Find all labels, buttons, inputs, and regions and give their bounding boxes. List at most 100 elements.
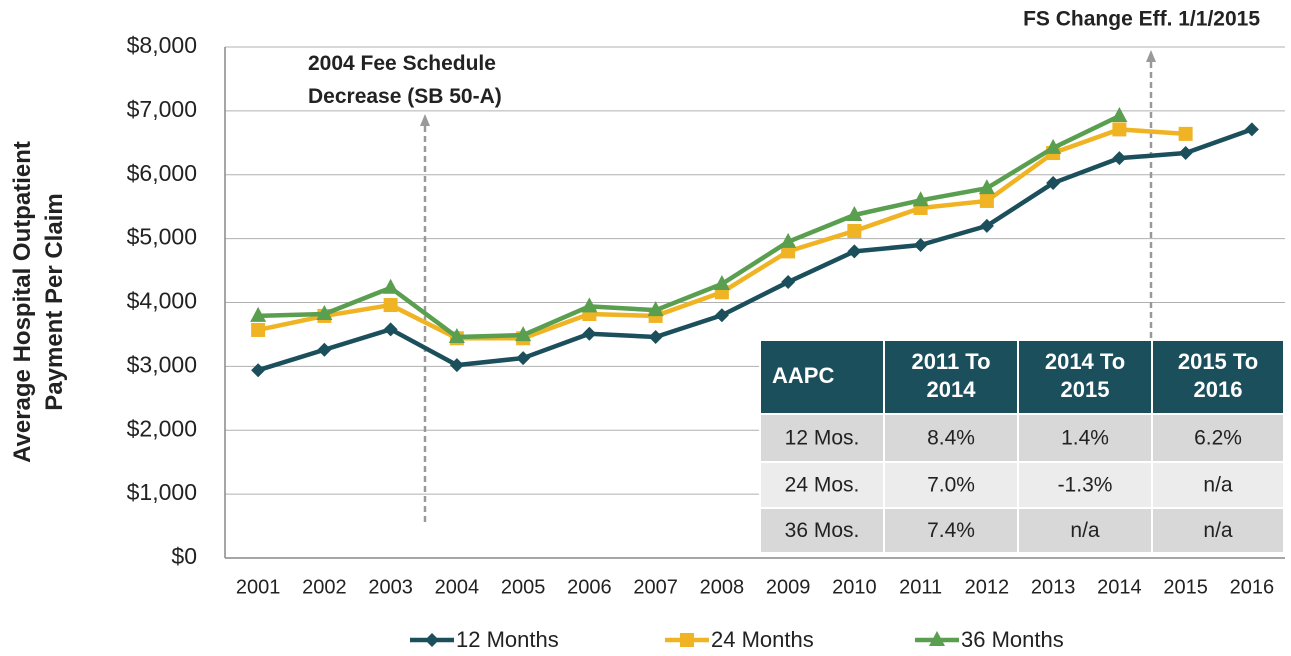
- marker: [781, 244, 796, 259]
- x-tick-label: 2009: [766, 576, 811, 598]
- marker: [250, 306, 267, 322]
- marker: [582, 326, 597, 341]
- table-cell-text: 36 Mos.: [785, 519, 860, 542]
- marker: [929, 631, 945, 646]
- table-cell-text: 7.4%: [927, 519, 975, 542]
- series: [251, 122, 1259, 378]
- x-tick-label: 2014: [1097, 576, 1142, 598]
- marker: [251, 322, 266, 337]
- annotation-line: 2004 Fee Schedule: [308, 52, 496, 75]
- marker: [316, 304, 333, 320]
- y-axis-label-line: Average Hospital Outpatient: [9, 141, 36, 463]
- annotation: FS Change Eff. 1/1/2015: [1023, 8, 1260, 31]
- y-axis-label: Average Hospital Outpatient Payment Per C…: [9, 141, 68, 463]
- marker: [912, 191, 929, 207]
- marker: [448, 327, 465, 343]
- table-cell-text: 8.4%: [927, 427, 975, 450]
- marker: [383, 298, 398, 313]
- legend-label: 12 Months: [456, 627, 559, 652]
- arrow-head: [420, 114, 430, 126]
- table-header-line: AAPC: [772, 363, 834, 388]
- series-line: [258, 113, 1121, 340]
- table-cell: [1151, 461, 1285, 509]
- table: AAPC 2011 To 2014 2014 To 2015 2015 To 2016 12 …: [759, 339, 1285, 554]
- table-header-cell: [1151, 339, 1285, 415]
- x-tick-label: 2013: [1031, 576, 1076, 598]
- marker: [648, 329, 663, 344]
- marker: [1046, 176, 1061, 191]
- table-header-line: 2014: [927, 377, 977, 402]
- table-header-cell: [1017, 339, 1153, 415]
- marker: [713, 274, 730, 290]
- table-cell-text: n/a: [1070, 519, 1100, 542]
- table-cell-text: n/a: [1203, 519, 1233, 542]
- x-tick-label: 2008: [700, 576, 745, 598]
- y-tick-label: $4,000: [127, 288, 197, 314]
- marker: [1111, 106, 1128, 122]
- marker: [1045, 138, 1062, 154]
- marker: [913, 238, 928, 253]
- x-tick-label: 2007: [633, 576, 678, 598]
- table-header-text: 2011 To 2014: [911, 349, 990, 402]
- marker: [781, 275, 796, 290]
- y-tick-label: $0: [171, 543, 197, 569]
- marker: [515, 326, 532, 342]
- table-header-text: AAPC: [772, 363, 834, 388]
- y-tick-label: $2,000: [127, 415, 197, 441]
- y-tick-label: $1,000: [127, 479, 197, 505]
- table-cell-text: 6.2%: [1194, 427, 1242, 450]
- marker: [1244, 122, 1259, 137]
- marker: [979, 193, 994, 208]
- table-header-text: 2014 To 2015: [1045, 349, 1125, 402]
- table-cell: [1017, 507, 1153, 554]
- marker: [317, 342, 332, 357]
- x-tick-label: 2012: [965, 576, 1010, 598]
- marker: [251, 363, 266, 378]
- marker: [780, 232, 797, 248]
- marker: [846, 205, 863, 221]
- arrow-head: [1146, 50, 1156, 62]
- x-tick-label: 2015: [1163, 576, 1208, 598]
- table-cell: [883, 461, 1019, 509]
- y-tick-label: $7,000: [127, 96, 197, 122]
- table-cell-text: n/a: [1203, 474, 1233, 497]
- table-cell: [883, 507, 1019, 554]
- annotation: 2004 Fee Schedule Decrease (SB 50-A): [308, 52, 502, 108]
- table-cell: [1151, 507, 1285, 554]
- table-header-line: 2016: [1194, 377, 1243, 402]
- table-cell-text: 1.4%: [1061, 427, 1109, 450]
- x-tick-label: 2010: [832, 576, 877, 598]
- marker: [978, 179, 995, 195]
- y-tick-label: $5,000: [127, 224, 197, 250]
- x-tick-label: 2005: [501, 576, 546, 598]
- table-cell: [759, 507, 885, 554]
- legend-label: 36 Months: [961, 627, 1064, 652]
- x-tick-label: 2003: [368, 576, 413, 598]
- table-cell: [1017, 413, 1153, 463]
- table-cell-text: 12 Mos.: [785, 427, 860, 450]
- y-tick-label: $3,000: [127, 351, 197, 377]
- annotation-line: Decrease (SB 50-A): [308, 85, 502, 108]
- table-cell-text: 7.0%: [927, 474, 975, 497]
- legend-label: 24 Months: [711, 627, 814, 652]
- marker: [1112, 122, 1127, 137]
- marker: [425, 633, 439, 647]
- marker: [1112, 151, 1127, 166]
- x-tick-label: 2002: [302, 576, 347, 598]
- table-header-line: 2015: [1061, 377, 1110, 402]
- table-cell: [883, 413, 1019, 463]
- marker: [382, 278, 399, 294]
- table-cell: [759, 413, 885, 463]
- marker: [1178, 146, 1193, 161]
- series: [250, 106, 1128, 343]
- marker: [847, 223, 862, 238]
- x-tick-label: 2004: [435, 576, 480, 598]
- x-tick-label: 2011: [899, 576, 942, 598]
- series-line: [257, 127, 1253, 373]
- x-tick-label: 2006: [567, 576, 612, 598]
- marker: [680, 633, 694, 647]
- x-tick-label: 2016: [1230, 576, 1275, 598]
- marker: [979, 218, 994, 233]
- table-cell-text: 24 Mos.: [785, 474, 860, 497]
